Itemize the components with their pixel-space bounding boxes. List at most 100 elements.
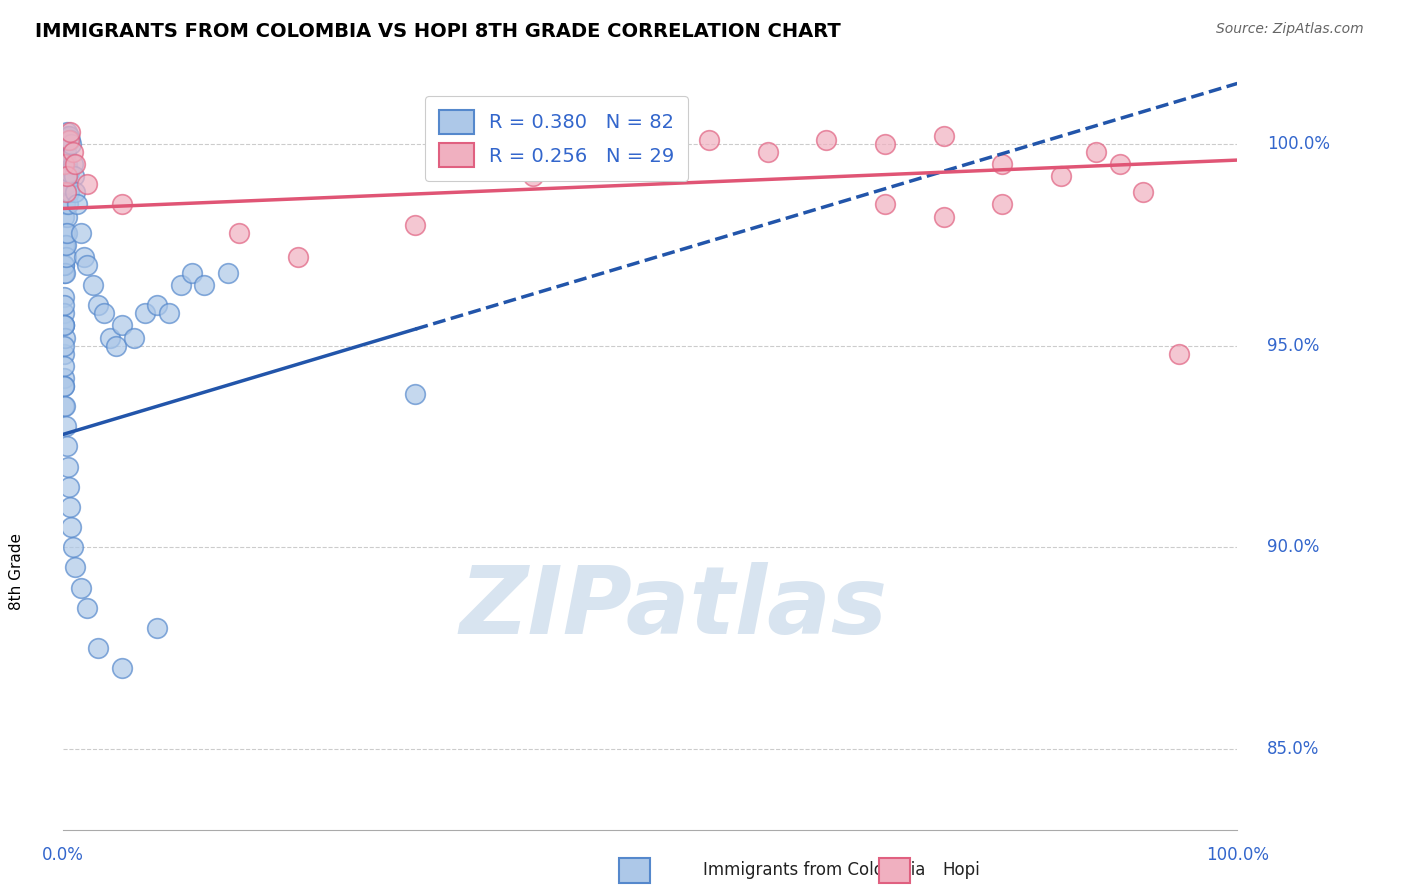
Point <box>55 250 77 264</box>
Text: 90.0%: 90.0% <box>1267 538 1319 557</box>
Point <box>181 266 204 280</box>
Point <box>53 258 76 272</box>
Point <box>53 399 76 413</box>
Point <box>53 197 76 211</box>
Point <box>55 237 77 252</box>
Text: Immigrants from Colombia: Immigrants from Colombia <box>703 861 925 879</box>
Point <box>55 157 77 171</box>
Point <box>53 210 76 224</box>
Point <box>875 197 897 211</box>
Point <box>60 520 83 534</box>
Point <box>76 600 98 615</box>
Point <box>53 237 76 252</box>
Point <box>1167 346 1189 360</box>
Point <box>991 197 1014 211</box>
Point <box>146 621 169 635</box>
Text: 85.0%: 85.0% <box>1267 739 1319 758</box>
Point <box>111 318 134 333</box>
Point <box>52 237 75 252</box>
Text: 8th Grade: 8th Grade <box>8 533 24 610</box>
Point <box>98 330 121 344</box>
Point <box>56 459 79 474</box>
Point <box>1132 186 1154 200</box>
Point <box>991 157 1014 171</box>
Point <box>56 178 79 192</box>
Point <box>82 278 104 293</box>
Point <box>56 125 79 139</box>
Text: Hopi: Hopi <box>942 861 980 879</box>
Point <box>53 379 76 393</box>
Text: IMMIGRANTS FROM COLOMBIA VS HOPI 8TH GRADE CORRELATION CHART: IMMIGRANTS FROM COLOMBIA VS HOPI 8TH GRA… <box>35 22 841 41</box>
Point <box>217 266 239 280</box>
Point <box>134 306 156 320</box>
Point <box>146 298 169 312</box>
Point <box>157 306 180 320</box>
Point <box>56 157 79 171</box>
Point <box>58 133 80 147</box>
Text: 0.0%: 0.0% <box>42 846 84 863</box>
Point <box>56 226 79 240</box>
Point <box>55 145 77 159</box>
Point <box>1108 157 1130 171</box>
Text: 100.0%: 100.0% <box>1267 135 1330 153</box>
Point <box>1050 169 1073 184</box>
Point <box>53 338 76 352</box>
Point <box>53 379 76 393</box>
Point <box>53 157 76 171</box>
Point <box>56 169 79 184</box>
Text: 95.0%: 95.0% <box>1267 336 1319 355</box>
Point <box>53 178 76 192</box>
Point <box>52 399 75 413</box>
Point <box>53 359 76 373</box>
Point <box>58 186 80 200</box>
Point <box>66 197 89 211</box>
Point <box>169 278 191 293</box>
Point <box>87 641 110 656</box>
Point <box>70 581 93 595</box>
Point <box>87 298 110 312</box>
Text: Source: ZipAtlas.com: Source: ZipAtlas.com <box>1216 22 1364 37</box>
Point <box>56 133 79 147</box>
Point <box>697 133 720 147</box>
Point <box>55 419 77 434</box>
Point <box>59 500 82 514</box>
Point <box>228 226 250 240</box>
Point <box>73 250 96 264</box>
Point <box>63 560 86 574</box>
Point <box>52 298 75 312</box>
Point <box>62 541 84 555</box>
Point <box>59 125 82 139</box>
Point <box>63 169 86 184</box>
Point <box>638 157 662 171</box>
Point <box>53 266 76 280</box>
Point <box>52 266 75 280</box>
Point <box>105 338 128 352</box>
Point <box>522 169 544 184</box>
Point <box>55 169 77 184</box>
Point <box>56 197 79 211</box>
Point <box>56 131 79 145</box>
Point <box>59 133 82 147</box>
Point <box>70 226 93 240</box>
Text: 100.0%: 100.0% <box>1206 846 1268 863</box>
Point <box>63 157 86 171</box>
Point <box>193 278 215 293</box>
Point <box>111 197 134 211</box>
Point <box>76 258 98 272</box>
Text: ZIPatlas: ZIPatlas <box>460 562 887 654</box>
Point <box>53 318 76 333</box>
Point <box>52 371 75 385</box>
Point <box>93 306 115 320</box>
Point <box>55 128 77 143</box>
Point <box>932 210 955 224</box>
Point <box>111 661 134 675</box>
Point <box>122 330 145 344</box>
Legend: R = 0.380   N = 82, R = 0.256   N = 29: R = 0.380 N = 82, R = 0.256 N = 29 <box>425 96 688 181</box>
Point <box>55 136 77 151</box>
Point <box>405 387 427 401</box>
Point <box>63 186 86 200</box>
Point <box>56 210 79 224</box>
Point <box>53 258 76 272</box>
Point <box>60 136 83 151</box>
Point <box>62 157 84 171</box>
